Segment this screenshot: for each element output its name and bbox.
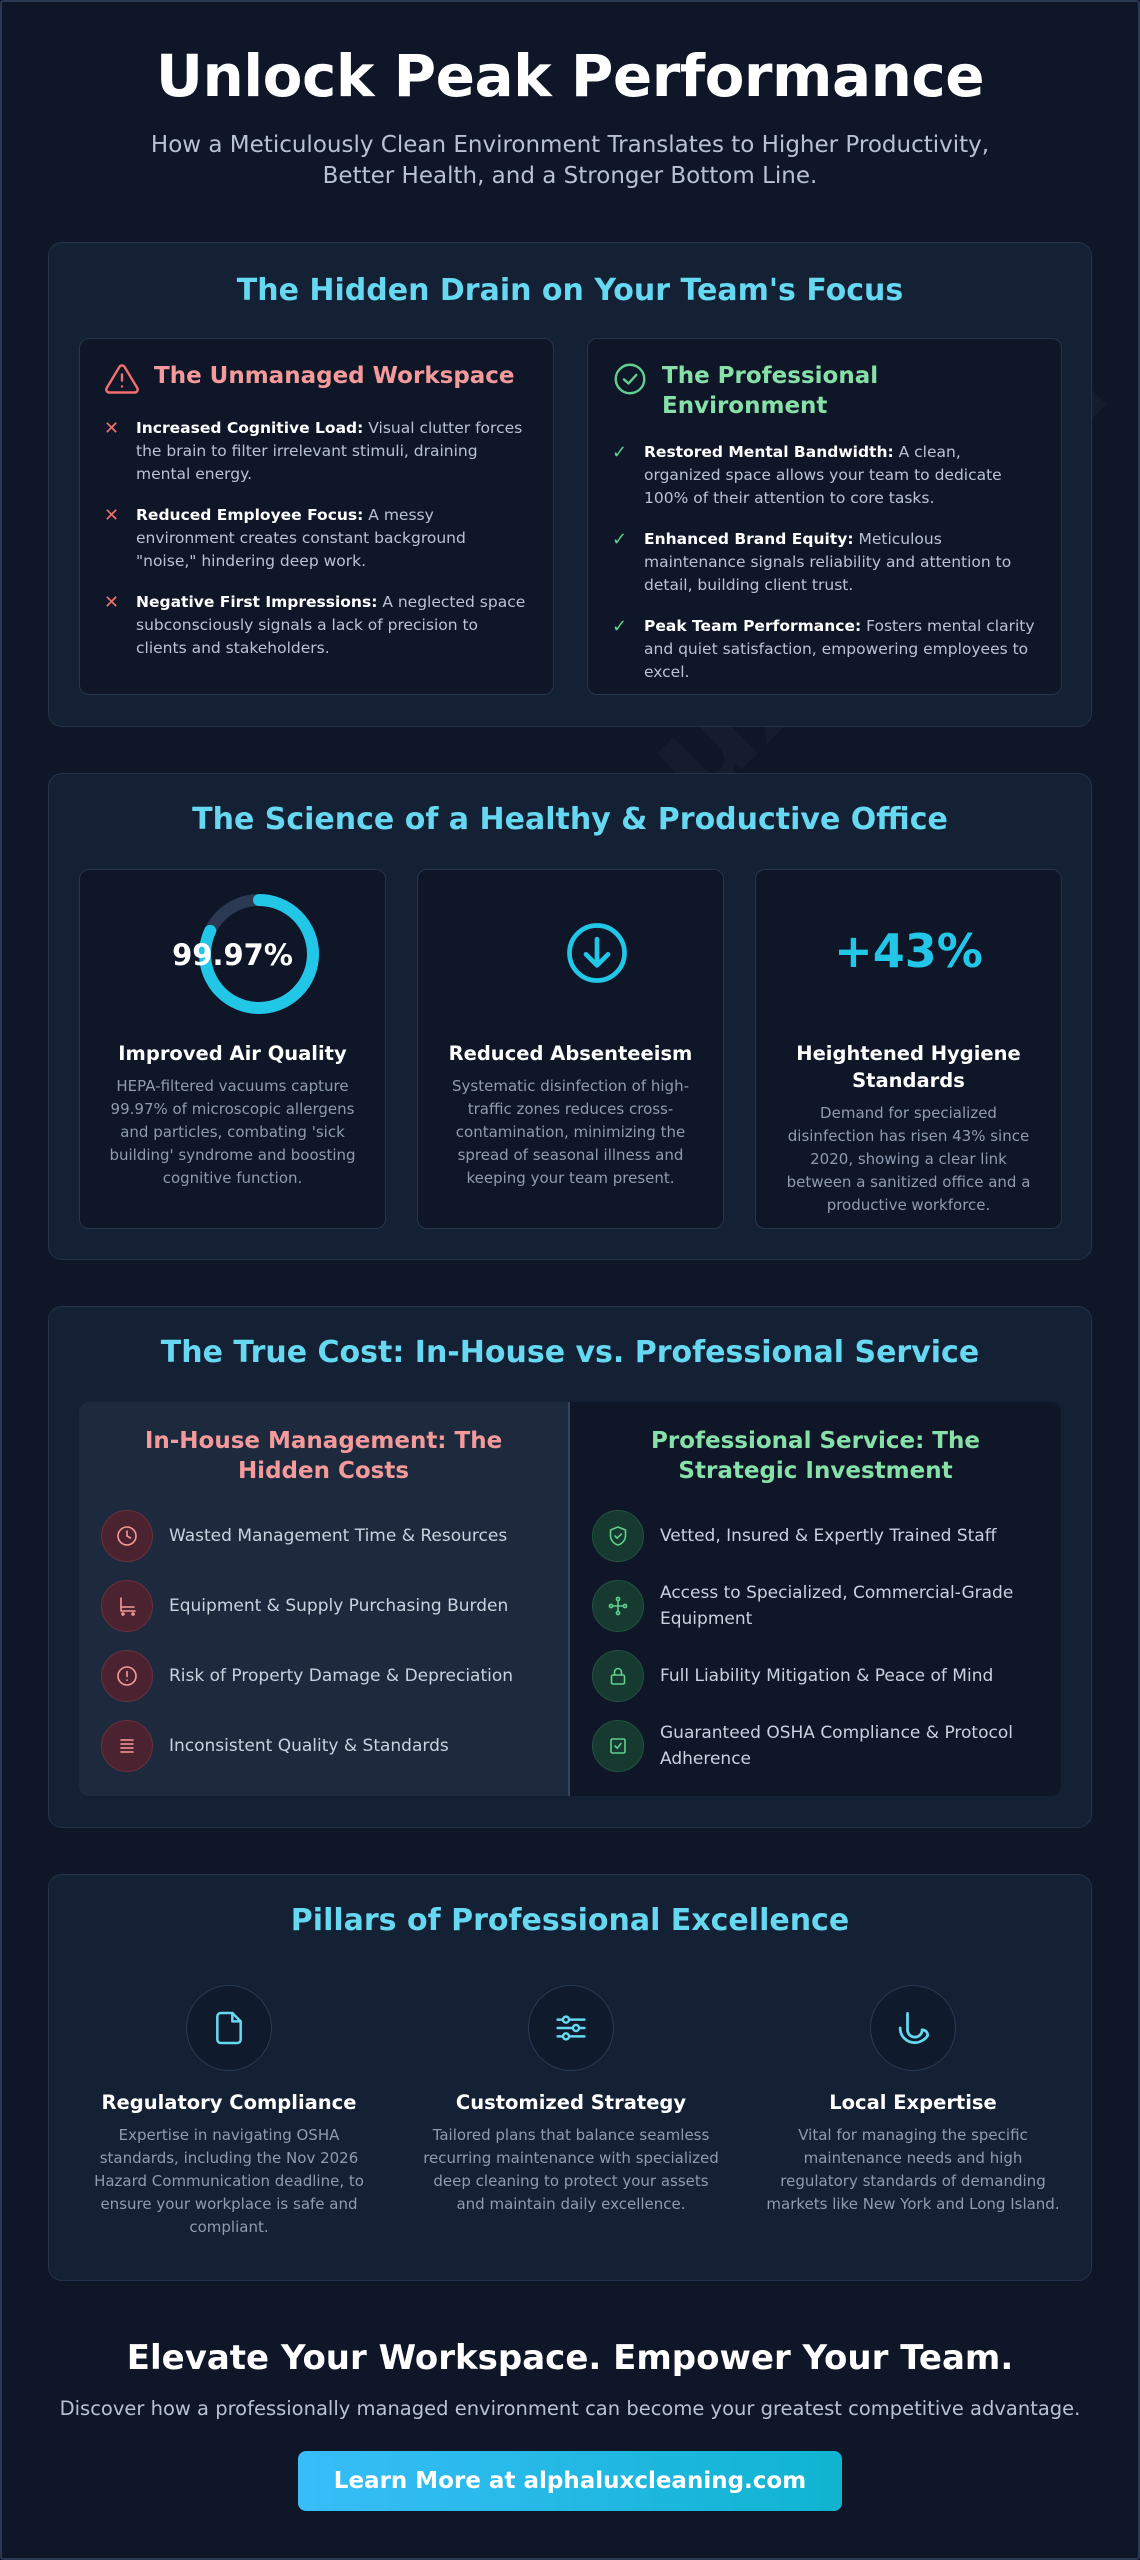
list-item: Risk of Property Damage & Depreciation [101,1650,546,1702]
hygiene-card: +43% Heightened Hygiene Standards Demand… [755,869,1062,1229]
focus-section: The Hidden Drain on Your Team's Focus Th… [48,242,1092,727]
pillar-customized-strategy: Customized Strategy Tailored plans that … [421,1985,721,2216]
page-title: Unlock Peak Performance [155,42,985,110]
item-text: Visual clutter forces the brain to filte… [136,419,523,483]
list-item: Equipment & Supply Purchasing Burden [101,1580,546,1632]
item-text: Inconsistent Quality & Standards [169,1736,449,1756]
stat-description: Demand for specialized disinfection has … [786,1104,1031,1214]
air-quality-card: 99.97% Improved Air Quality HEPA-filtere… [79,869,386,1229]
list-item: ✕ Increased Cognitive Load: Visual clutt… [104,417,529,486]
list-item: ✓ Enhanced Brand Equity: Meticulous main… [612,528,1037,597]
page-subtitle: How a Meticulously Clean Environment Tra… [150,132,990,189]
pillar-description: Tailored plans that balance seamless rec… [423,2126,719,2213]
check-mark-icon: ✓ [612,442,628,463]
list-item: Full Liability Mitigation & Peace of Min… [592,1650,1039,1702]
list-item: ✕ Reduced Employee Focus: A messy enviro… [104,504,529,573]
cta-title: Elevate Your Workspace. Empower Your Tea… [126,2338,1014,2378]
lock-icon [592,1650,644,1702]
cart-icon [101,1580,153,1632]
in-house-title: In-House Management: The Hidden Costs [144,1428,503,1484]
sliders-icon [528,1985,614,2071]
item-text: Access to Specialized, Commercial-Grade … [660,1583,1014,1629]
list-icon [101,1720,153,1772]
pillars-section: Pillars of Professional Excellence Regul… [48,1874,1092,2281]
progress-ring [199,894,319,1014]
item-text: A clean, organized space allows your tea… [644,443,1002,507]
professional-environment-card: The Professional Environment ✓ Restored … [587,338,1062,695]
pillar-title: Customized Strategy [455,2091,687,2114]
pillar-description: Expertise in navigating OSHA standards, … [94,2126,364,2236]
alert-circle-icon [101,1650,153,1702]
item-text: A messy environment creates constant bac… [136,506,466,570]
stat-description: Systematic disinfection of high-traffic … [452,1077,689,1187]
cta-subtitle: Discover how a professionally managed en… [59,2397,1081,2420]
item-label: Peak Team Performance: [644,617,862,635]
ring-value: 99.97% [172,938,293,972]
item-text: Fosters mental clarity and quiet satisfa… [644,617,1035,681]
list-item: Inconsistent Quality & Standards [101,1720,546,1772]
arrow-down-circle-icon [564,920,630,990]
x-mark-icon: ✕ [104,418,120,439]
checkbox-icon [592,1720,644,1772]
item-label: Increased Cognitive Load: [136,419,364,437]
x-mark-icon: ✕ [104,592,120,613]
network-icon [592,1580,644,1632]
item-label: Negative First Impressions: [136,593,378,611]
cost-section-title: The True Cost: In-House vs. Professional… [160,1335,980,1370]
check-mark-icon: ✓ [612,529,628,550]
science-section: The Science of a Healthy & Productive Of… [48,773,1092,1260]
professional-environment-title: The Professional Environment [662,363,879,419]
pillar-description: Vital for managing the specific maintena… [766,2126,1060,2213]
in-house-column: In-House Management: The Hidden Costs Wa… [79,1402,570,1796]
page-header: Unlock Peak Performance How a Meticulous… [0,0,1140,192]
list-item: Wasted Management Time & Resources [101,1510,546,1562]
x-mark-icon: ✕ [104,505,120,526]
stat-description: HEPA-filtered vacuums capture 99.97% of … [109,1077,356,1187]
item-text: Guaranteed OSHA Compliance & Protocol Ad… [660,1723,1013,1769]
item-text: Vetted, Insured & Expertly Trained Staff [660,1526,997,1546]
stat-title: Reduced Absenteeism [448,1042,693,1065]
cost-section: The True Cost: In-House vs. Professional… [48,1306,1092,1828]
item-text: Wasted Management Time & Resources [169,1526,508,1546]
science-section-title: The Science of a Healthy & Productive Of… [192,802,948,837]
item-text: Full Liability Mitigation & Peace of Min… [660,1666,994,1686]
list-item: Access to Specialized, Commercial-Grade … [592,1580,1039,1632]
item-label: Enhanced Brand Equity: [644,530,854,548]
check-mark-icon: ✓ [612,616,628,637]
focus-section-title: The Hidden Drain on Your Team's Focus [236,273,904,308]
item-label: Restored Mental Bandwidth: [644,443,894,461]
pillars-section-title: Pillars of Professional Excellence [290,1903,850,1938]
pillar-local-expertise: Local Expertise Vital for managing the s… [763,1985,1063,2216]
item-label: Reduced Employee Focus: [136,506,364,524]
item-text: A neglected space subconsciously signals… [136,593,526,657]
stat-big-number: +43% [834,924,983,978]
unmanaged-workspace-title: The Unmanaged Workspace [154,363,515,389]
pillar-regulatory-compliance: Regulatory Compliance Expertise in navig… [79,1985,379,2239]
professional-title: Professional Service: The Strategic Inve… [651,1428,980,1484]
local-icon [870,1985,956,2071]
pillar-title: Local Expertise [829,2091,997,2114]
stat-title: Improved Air Quality [118,1042,347,1065]
list-item: Vetted, Insured & Expertly Trained Staff [592,1510,1039,1562]
document-icon [186,1985,272,2071]
warning-icon [104,361,140,397]
unmanaged-workspace-card: The Unmanaged Workspace ✕ Increased Cogn… [79,338,554,695]
cost-comparison: In-House Management: The Hidden Costs Wa… [79,1402,1061,1796]
shield-check-icon [592,1510,644,1562]
list-item: ✓ Restored Mental Bandwidth: A clean, or… [612,441,1037,510]
item-text: Meticulous maintenance signals reliabili… [644,530,1012,594]
clock-icon [101,1510,153,1562]
stat-title: Heightened Hygiene Standards [796,1042,1021,1092]
professional-column: Professional Service: The Strategic Inve… [570,1402,1061,1796]
list-item: ✓ Peak Team Performance: Fosters mental … [612,615,1037,684]
list-item: ✕ Negative First Impressions: A neglecte… [104,591,529,660]
item-text: Equipment & Supply Purchasing Burden [169,1596,509,1616]
item-text: Risk of Property Damage & Depreciation [169,1666,514,1686]
absenteeism-card: Reduced Absenteeism Systematic disinfect… [417,869,724,1229]
pillar-title: Regulatory Compliance [101,2091,357,2114]
learn-more-button[interactable]: Learn More at alphaluxcleaning.com [298,2451,842,2511]
check-circle-icon [612,361,648,397]
list-item: Guaranteed OSHA Compliance & Protocol Ad… [592,1720,1039,1772]
